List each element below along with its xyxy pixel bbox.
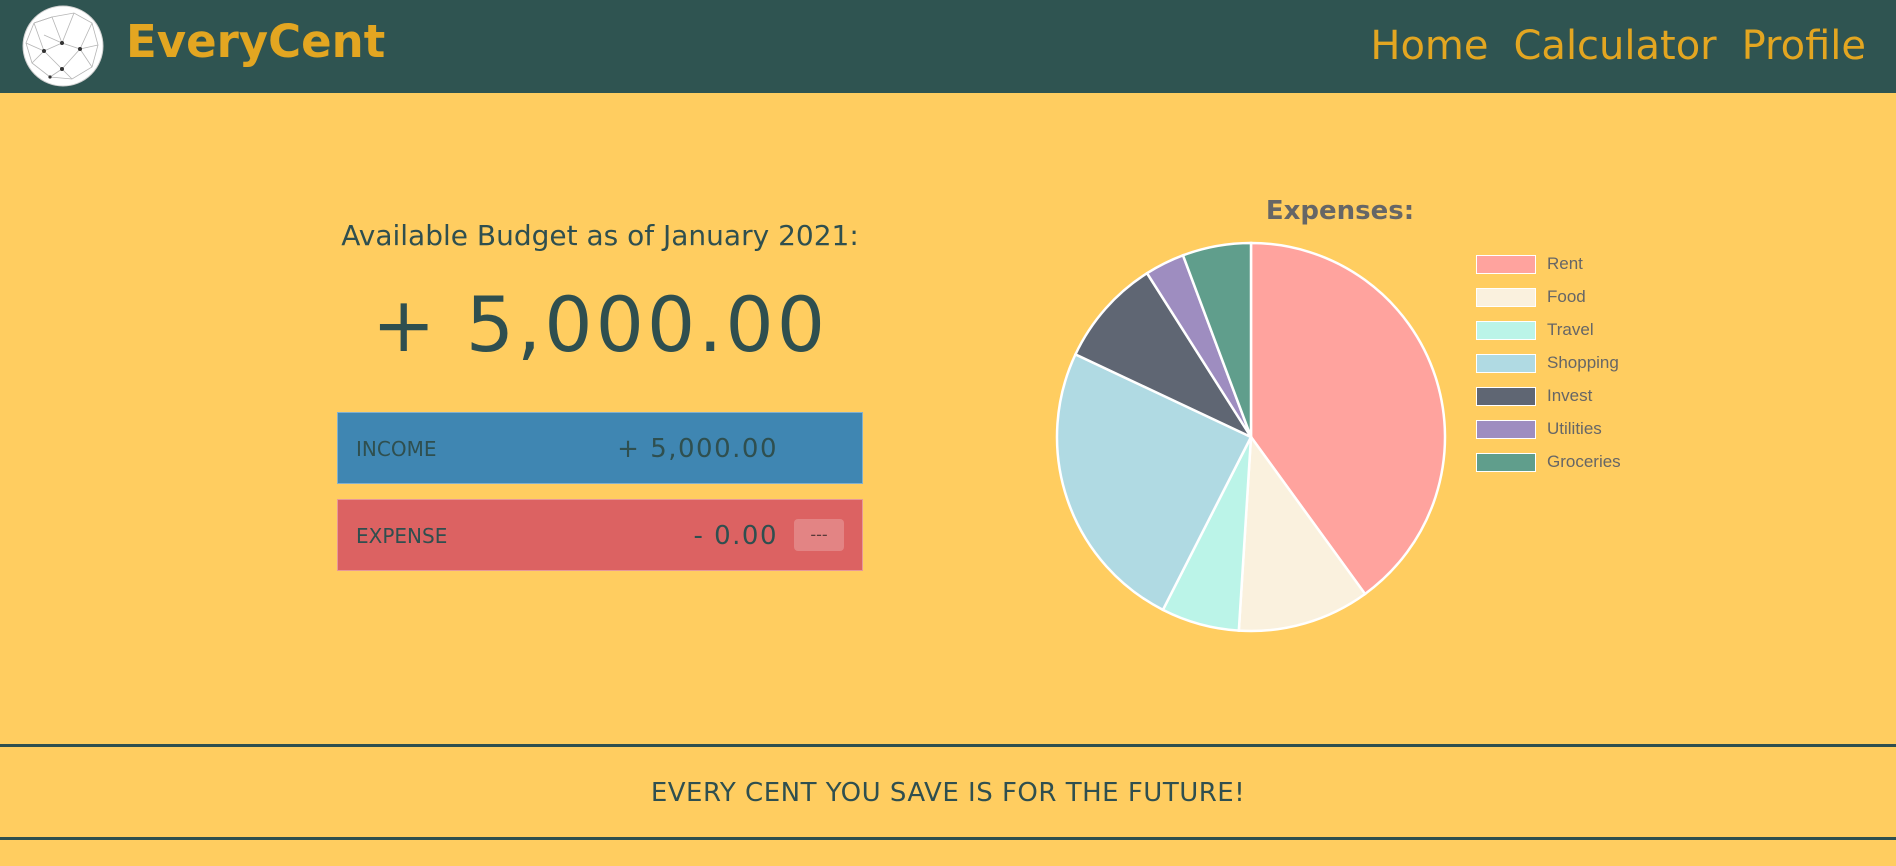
legend-label: Shopping <box>1547 353 1619 372</box>
pie-slice-invest[interactable] <box>1073 271 1255 440</box>
expense-percentage-badge: --- <box>794 519 844 551</box>
pie-slice-food[interactable] <box>1237 433 1367 633</box>
nav-profile[interactable]: Profile <box>1741 23 1866 69</box>
nav-home[interactable]: Home <box>1370 23 1489 69</box>
legend-label: Rent <box>1547 254 1583 273</box>
legend-label: Travel <box>1547 320 1594 339</box>
legend-label: Groceries <box>1547 452 1621 471</box>
pie-slice-utilities[interactable] <box>1145 253 1253 438</box>
legend-swatch <box>1476 288 1536 307</box>
expense-value: - 0.00 <box>693 521 778 551</box>
pie-slice-groceries[interactable] <box>1181 241 1253 438</box>
pie-slice-rent[interactable] <box>1249 241 1447 596</box>
expense-label: EXPENSE <box>356 524 448 548</box>
legend-swatch <box>1476 321 1536 340</box>
pie-slice-shopping[interactable] <box>1055 352 1253 612</box>
footer-tagline: EVERY CENT YOU SAVE IS FOR THE FUTURE! <box>650 778 1246 808</box>
budget-title: Available Budget as of January 2021: <box>341 219 859 252</box>
legend-swatch <box>1476 387 1536 406</box>
legend-swatch <box>1476 420 1536 439</box>
legend-label: Food <box>1547 287 1586 306</box>
income-bar: INCOME + 5,000.00 <box>337 412 863 484</box>
income-value: + 5,000.00 <box>617 434 778 464</box>
legend-swatch <box>1476 255 1536 274</box>
pie-slice-travel[interactable] <box>1161 436 1253 632</box>
nav-calculator[interactable]: Calculator <box>1513 23 1717 69</box>
chart-title: Expenses: <box>1265 196 1415 226</box>
income-label: INCOME <box>356 437 437 461</box>
main-nav: Home Calculator Profile <box>1370 20 1866 72</box>
expense-bar: EXPENSE - 0.00 --- <box>337 499 863 571</box>
legend-swatch <box>1476 453 1536 472</box>
legend-label: Utilities <box>1547 419 1602 438</box>
budget-value: + 5,000.00 <box>371 280 829 369</box>
footer: EVERY CENT YOU SAVE IS FOR THE FUTURE! <box>0 744 1896 840</box>
legend-swatch <box>1476 354 1536 373</box>
brand-name[interactable]: EveryCent <box>126 15 386 68</box>
geodesic-globe-icon[interactable] <box>22 5 104 87</box>
legend-label: Invest <box>1547 386 1593 405</box>
site-header: EveryCent Home Calculator Profile <box>0 0 1896 93</box>
